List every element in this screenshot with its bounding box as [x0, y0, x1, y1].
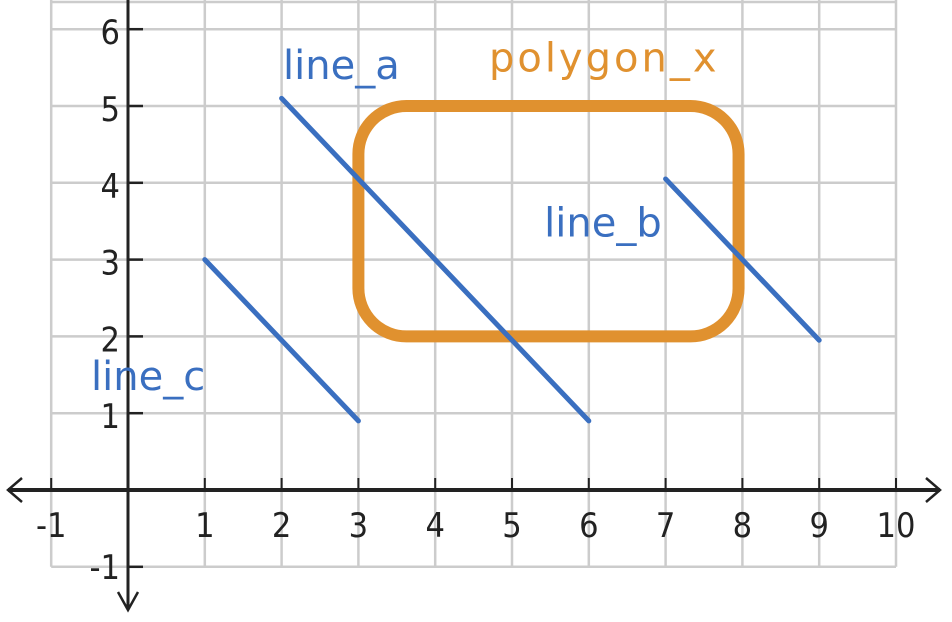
y-tick-label: -1 [90, 548, 121, 588]
y-axis-down-arrow-icon [116, 591, 140, 613]
y-tick-label: 2 [101, 320, 120, 360]
y-tick-label: 1 [101, 397, 120, 437]
x-axis-left-arrow-icon [6, 477, 23, 503]
line_a-label: line_a [283, 43, 400, 89]
x-tick-label: 5 [502, 506, 521, 546]
x-tick-label: 3 [349, 506, 368, 546]
line_a [279, 95, 592, 424]
line_c-label: line_c [91, 354, 205, 400]
line_b-label: line_b [544, 201, 662, 247]
line_c [202, 257, 361, 424]
x-tick-label: 2 [272, 506, 291, 546]
y-tick-label: 5 [101, 90, 120, 130]
x-tick-label: 4 [425, 506, 444, 546]
x-tick-label: 9 [809, 506, 828, 546]
line_b [663, 176, 822, 343]
polygon_x-label: polygon_x [489, 35, 720, 81]
x-tick-label: 6 [579, 506, 598, 546]
x-tick-label: 10 [877, 506, 916, 546]
x-tick-label: 7 [656, 506, 675, 546]
x-tick-label: -1 [36, 506, 67, 546]
x-tick-label: 8 [733, 506, 752, 546]
y-tick-label: 4 [101, 167, 120, 207]
y-tick-label: 3 [101, 244, 120, 284]
polygon_x [352, 100, 745, 343]
x-tick-label: 1 [195, 506, 214, 546]
y-tick-label: 6 [101, 13, 120, 53]
x-axis-right-arrow-icon [925, 477, 942, 503]
